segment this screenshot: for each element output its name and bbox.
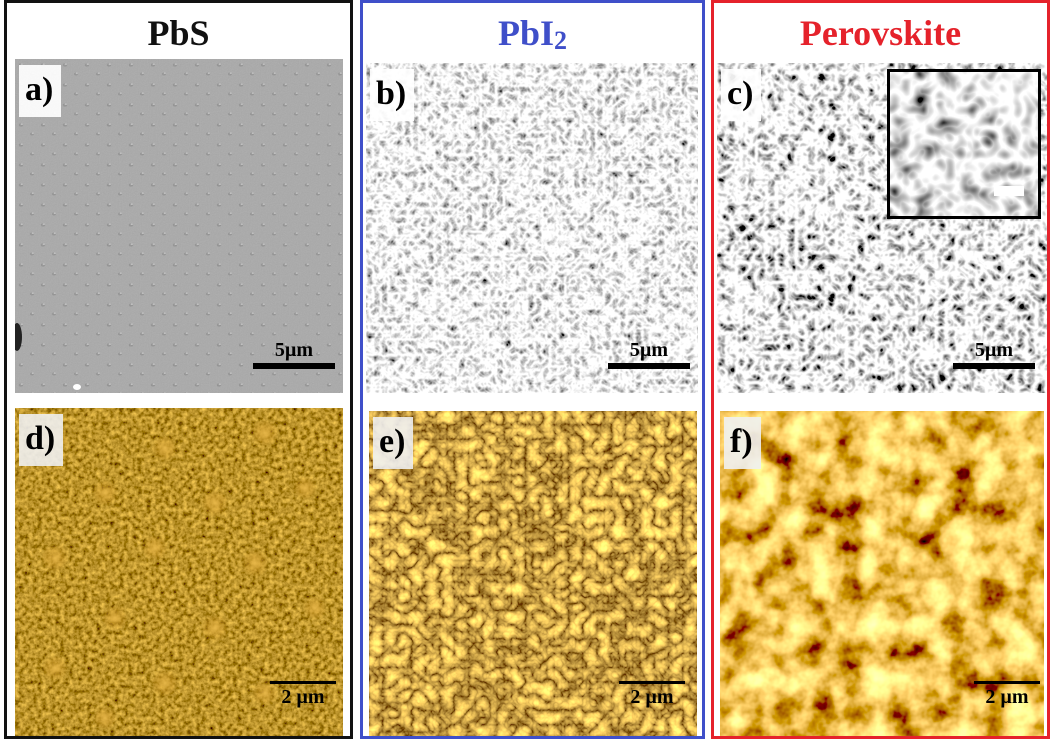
sem-image-pbi2: b) 5µm (366, 63, 698, 393)
column-title-perovskite: Perovskite (799, 13, 962, 53)
scale-bar-e: 2 µm (619, 681, 685, 708)
panel-label-c: c) (721, 69, 762, 121)
afm-image-pbi2: e) 2 µm (369, 411, 697, 736)
column-title-pbi2: PbI2 (497, 13, 568, 55)
panel-label-d: d) (19, 414, 64, 466)
scale-bar-d: 2 µm (270, 681, 336, 708)
scale-bar-label-f: 2 µm (985, 686, 1029, 708)
scale-bar-f: 2 µm (974, 681, 1040, 708)
scale-bar-b: 5µm (608, 339, 690, 369)
column-title-pbs: PbS (147, 13, 210, 53)
scale-bar-label-e: 2 µm (630, 686, 674, 708)
column-pbi2: PbI2 b) 5µm (360, 0, 705, 739)
panel-label-f: f) (724, 417, 761, 469)
scale-bar-label-c: 5µm (974, 339, 1014, 361)
scale-bar-label-a: 5µm (274, 339, 314, 361)
column-perovskite: Perovskite c) (711, 0, 1050, 739)
afm-image-pbs: d) 2 µm (15, 408, 343, 736)
panel-label-a: a) (19, 65, 62, 117)
panel-label-e: e) (373, 417, 414, 469)
column-pbs: PbS a) 5µ (4, 0, 353, 739)
scale-bar-label-d: 2 µm (281, 686, 325, 708)
panel-label-b: b) (370, 69, 415, 121)
scale-bar-c: 5µm (953, 339, 1035, 369)
sem-image-perovskite: c) 5µm (717, 63, 1047, 393)
sem-inset-perovskite (887, 69, 1041, 219)
inset-scale-bar (994, 186, 1024, 196)
sem-image-pbs: a) 5µm (15, 59, 343, 393)
scale-bar-label-b: 5µm (629, 339, 669, 361)
afm-image-perovskite: f) 2 µm (720, 411, 1044, 736)
scale-bar-a: 5µm (253, 339, 335, 369)
